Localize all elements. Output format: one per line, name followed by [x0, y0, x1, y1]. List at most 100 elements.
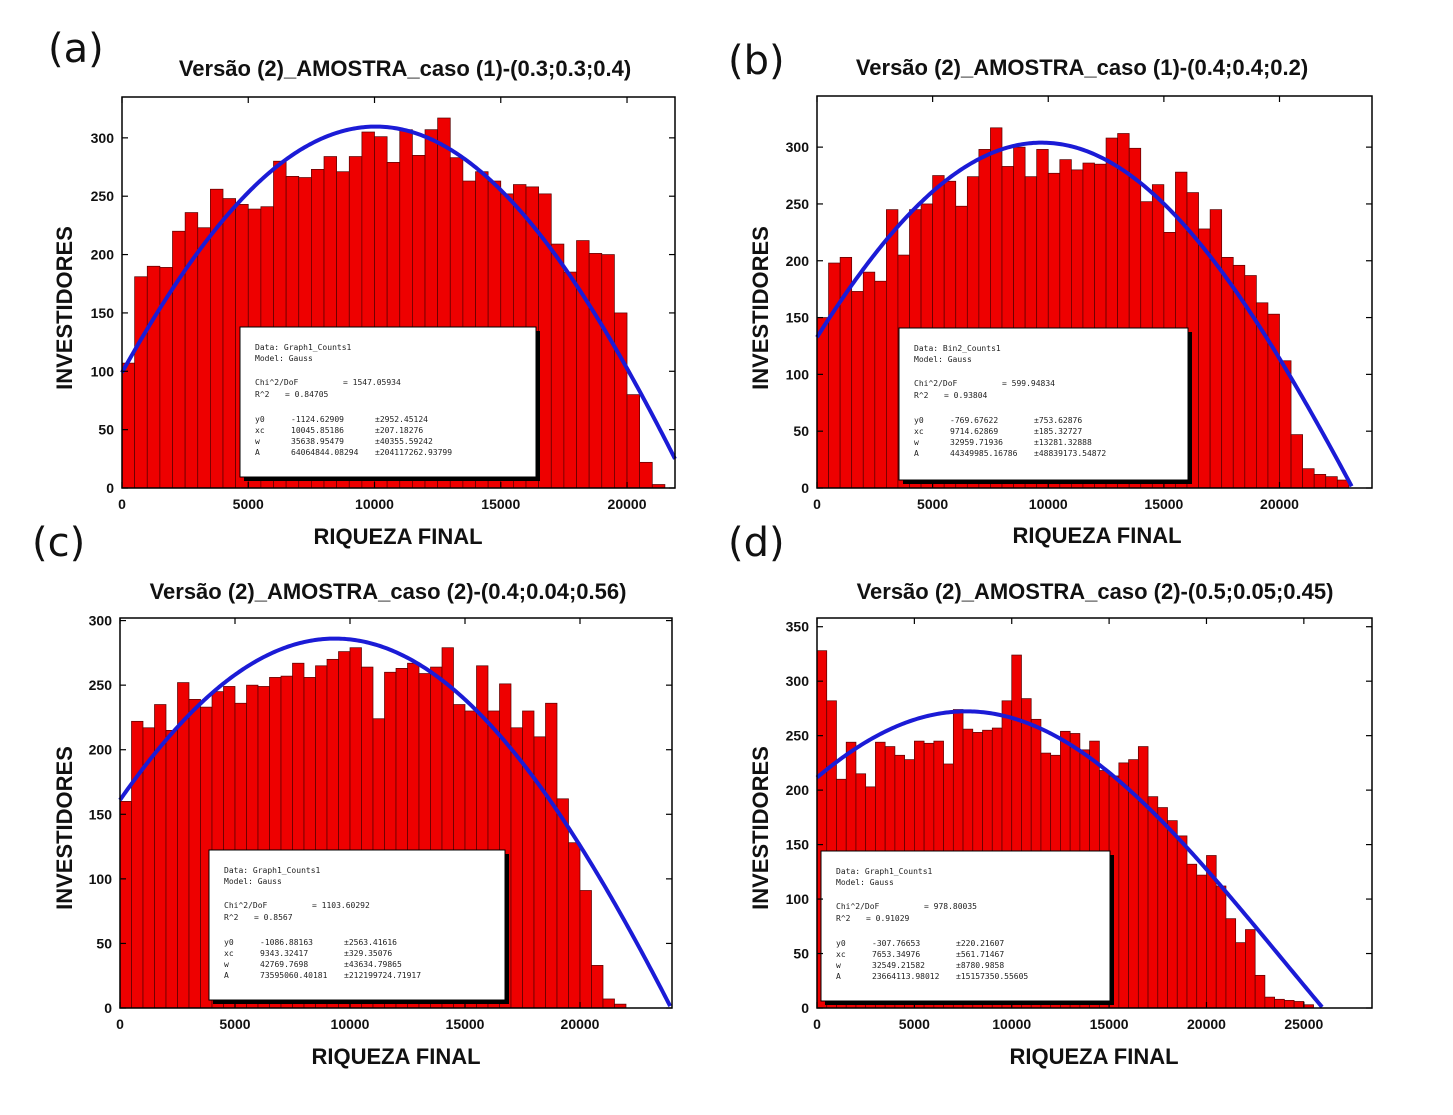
x-tick-label: 0 — [116, 1016, 124, 1032]
fit-chi2-value: = 599.94834 — [1002, 379, 1055, 388]
fit-param-error: ±13281.32888 — [1034, 438, 1092, 447]
histogram-bar — [588, 253, 603, 489]
y-tick-label: 100 — [91, 363, 115, 379]
fit-param-value: 64064844.08294 — [291, 448, 359, 457]
histogram-bar — [816, 317, 829, 489]
fit-results-box: Data: Graph1_Counts1 Model: Gauss Chi^2/Do… — [239, 326, 540, 481]
y-tick-label: 200 — [91, 247, 115, 263]
fit-param-name: A — [224, 971, 229, 980]
fit-param-value: -1124.62909 — [291, 415, 344, 424]
histogram-bar — [1325, 476, 1338, 489]
fit-r2-label: R^2 — [224, 913, 239, 922]
fit-data-name: Data: Graph1_Counts1 — [836, 867, 933, 876]
histogram-bar — [1225, 918, 1237, 1009]
y-tick-label: 100 — [786, 366, 810, 382]
x-tick-label: 20000 — [561, 1016, 600, 1032]
x-tick-label: 5000 — [899, 1016, 930, 1032]
fit-param-error: ±43634.79865 — [344, 960, 402, 969]
histogram-bar — [874, 280, 887, 489]
fit-data-name: Data: Bin2_Counts1 — [914, 344, 1001, 353]
histogram-bar — [222, 198, 236, 489]
histogram-bar — [1279, 360, 1292, 489]
histogram-bar — [1302, 468, 1315, 489]
x-tick-label: 0 — [813, 1016, 821, 1032]
fit-param-value: 35638.95479 — [291, 437, 344, 446]
y-tick-label: 300 — [91, 130, 115, 146]
fit-param-value: 42769.7698 — [260, 960, 308, 969]
fit-r2-label: R^2 — [255, 390, 270, 399]
fit-results-box: Data: Bin2_Counts1 Model: Gauss Chi^2/DoF =… — [898, 327, 1192, 484]
x-axis-label: RIQUEZA FINAL — [313, 524, 482, 549]
y-tick-label: 350 — [786, 619, 810, 635]
histogram-bar — [886, 209, 899, 489]
fit-param-name: A — [836, 972, 841, 981]
histogram-bar — [1313, 474, 1327, 489]
x-axis-label: RIQUEZA FINAL — [1009, 1044, 1178, 1069]
x-tick-label: 10000 — [331, 1016, 370, 1032]
histogram-bar — [568, 842, 581, 1009]
fit-param-error: ±212199724.71917 — [344, 971, 421, 980]
fit-model: Model: Gauss — [914, 355, 972, 364]
fit-param-name: A — [914, 449, 919, 458]
histogram-bar — [146, 265, 161, 489]
y-tick-label: 150 — [91, 305, 115, 321]
fit-param-value: 32959.71936 — [950, 438, 1003, 447]
y-tick-label: 0 — [104, 1000, 112, 1016]
fit-param-error: ±753.62876 — [1034, 416, 1082, 425]
histogram-bar — [1221, 256, 1234, 489]
panel-letter: (b) — [728, 38, 785, 84]
chart-title: Versão (2)_AMOSTRA_caso (1)-(0.3;0.3;0.4… — [179, 56, 631, 81]
fit-chi2-label: Chi^2/DoF — [224, 901, 268, 910]
histogram-bar — [1167, 820, 1178, 1009]
y-axis-label: INVESTIDORES — [52, 226, 77, 390]
histogram-bar — [639, 461, 653, 489]
y-tick-label: 200 — [786, 253, 810, 269]
fit-model: Model: Gauss — [255, 354, 313, 363]
fit-param-error: ±48839173.54872 — [1034, 449, 1106, 458]
fit-param-error: ±207.18276 — [375, 426, 423, 435]
chart-panel-b: (b) Versão (2)_AMOSTRA_caso (1)-(0.4;0.4;… — [728, 38, 1373, 548]
y-tick-label: 200 — [786, 782, 810, 798]
histogram-bar — [591, 965, 604, 1009]
histogram-bar — [1235, 942, 1246, 1009]
histogram-bar — [1118, 762, 1129, 1009]
histogram-bar — [1176, 835, 1188, 1009]
histogram-bar — [119, 801, 132, 1009]
x-tick-label: 5000 — [233, 496, 264, 512]
fit-chi2-label: Chi^2/DoF — [255, 378, 299, 387]
histogram-bar — [579, 890, 592, 1009]
x-tick-label: 15000 — [446, 1016, 485, 1032]
fit-param-name: y0 — [255, 415, 265, 424]
histogram-bar — [1245, 929, 1256, 1009]
fit-chi2-label: Chi^2/DoF — [836, 902, 880, 911]
fit-param-name: xc — [836, 950, 846, 959]
fit-param-error: ±204117262.93799 — [375, 448, 452, 457]
histogram-bar — [121, 362, 135, 489]
gauss-fit-curve — [815, 140, 1354, 488]
histogram-bar — [1254, 974, 1266, 1009]
fit-param-name: w — [836, 961, 841, 970]
y-tick-label: 50 — [793, 946, 809, 962]
x-tick-label: 0 — [118, 496, 126, 512]
y-tick-label: 250 — [91, 188, 115, 204]
y-tick-label: 200 — [89, 742, 113, 758]
fit-box-frame — [208, 849, 506, 1001]
histogram-bar — [601, 254, 615, 489]
fit-param-name: xc — [255, 426, 265, 435]
histogram-bar — [1274, 998, 1285, 1009]
fit-model: Model: Gauss — [224, 877, 282, 886]
histogram-bar — [1157, 807, 1168, 1009]
fit-param-name: w — [914, 438, 919, 447]
histogram-bar — [522, 710, 535, 1009]
chart-title: Versão (2)_AMOSTRA_caso (2)-(0.4;0.04;0.… — [150, 579, 627, 604]
chart-panel-a: (a) Versão (2)_AMOSTRA_caso (1)-(0.3;0.3;… — [48, 26, 677, 549]
x-tick-label: 15000 — [481, 496, 520, 512]
y-axis-label: INVESTIDORES — [748, 746, 773, 910]
histogram-bar — [545, 702, 558, 1009]
gauss-fit-curve — [815, 709, 1324, 1009]
x-axis-label: RIQUEZA FINAL — [311, 1044, 480, 1069]
fit-chi2-value: = 1103.60292 — [312, 901, 370, 910]
y-tick-label: 150 — [786, 837, 810, 853]
fit-r2-value: = 0.84705 — [285, 390, 329, 399]
